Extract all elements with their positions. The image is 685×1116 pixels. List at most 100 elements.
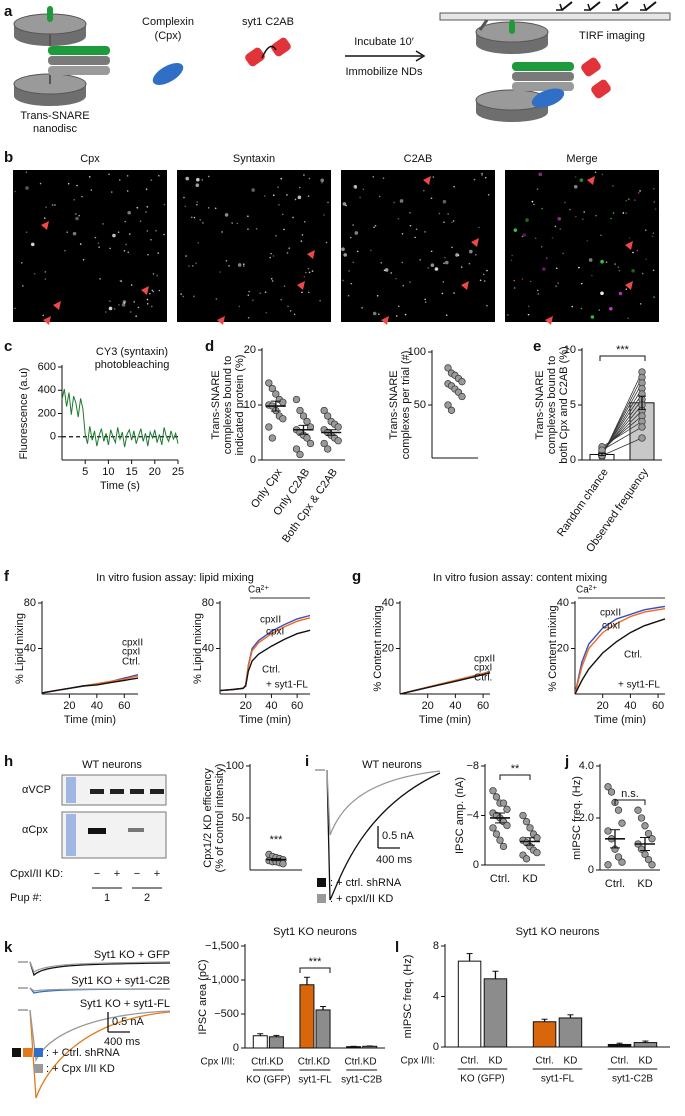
image-title: C2AB xyxy=(404,153,433,165)
group-label: syt1-FL xyxy=(298,1075,332,1086)
group-label: syt1-C2B xyxy=(612,1074,653,1085)
micrograph-spot xyxy=(127,251,130,254)
micrograph-spot xyxy=(654,208,657,210)
chart-title: Syt1 KO neurons xyxy=(273,926,357,938)
micrograph-spot xyxy=(453,292,455,294)
micrograph-spot xyxy=(573,185,578,189)
data-point xyxy=(641,822,649,830)
x-tick-label: 20 xyxy=(149,466,161,478)
series-label: cpxI xyxy=(122,647,140,658)
micrograph-spot xyxy=(482,273,485,276)
micrograph-spot xyxy=(594,171,597,174)
data-point xyxy=(503,805,511,813)
x-tick-label: 20 xyxy=(597,700,609,712)
micrograph-spot xyxy=(193,295,195,298)
micrograph-spot xyxy=(14,190,16,193)
data-point xyxy=(334,437,342,445)
y-tick-label: 100 xyxy=(226,760,244,772)
micrograph-spot xyxy=(308,177,311,180)
traces-k xyxy=(12,961,171,1099)
marker-arrow xyxy=(217,316,225,325)
micrograph-spot xyxy=(130,284,133,286)
x-tick-label: 40 xyxy=(449,700,461,712)
micrograph-spot xyxy=(536,188,539,190)
micrograph-spot xyxy=(419,259,421,261)
panel-letter: e xyxy=(533,338,541,355)
micrograph-spot xyxy=(352,224,354,226)
micrograph-spot xyxy=(301,291,303,294)
micrograph-spot xyxy=(632,251,634,254)
micrograph-spot xyxy=(533,203,535,206)
panel-letter: i xyxy=(305,753,309,770)
scale-label: 0.5 nA xyxy=(382,830,414,842)
micrograph-spot xyxy=(79,243,82,245)
micrograph-spot xyxy=(182,295,185,298)
micrograph-spot xyxy=(575,215,577,218)
micrograph-spot xyxy=(537,293,540,295)
micrograph-spot xyxy=(442,281,445,283)
micrograph-spot xyxy=(579,178,584,183)
micrograph-spot xyxy=(243,265,245,267)
trace-title: WT neurons xyxy=(362,759,422,771)
bar xyxy=(346,1046,362,1049)
marker-arrow xyxy=(625,241,633,250)
micrograph-spot xyxy=(513,279,515,282)
y-tick-label: 40 xyxy=(382,597,394,609)
y-tick-label: 100 xyxy=(408,346,426,358)
chart-title: Syt1 KO neurons xyxy=(516,926,600,938)
data-point xyxy=(492,793,501,801)
micrograph-spot xyxy=(444,256,446,259)
micrograph-spot xyxy=(341,247,345,252)
micrograph-spot xyxy=(193,216,196,219)
micrograph-spot xyxy=(432,176,435,178)
micrograph-spot xyxy=(625,199,627,202)
micrograph-spot xyxy=(118,179,121,181)
diagram-label: nanodisc xyxy=(33,123,78,135)
diagram-label: Immobilize NDs xyxy=(345,66,423,78)
micrograph-spot xyxy=(483,280,486,282)
x-tick-label: 10 xyxy=(102,466,114,478)
micrograph-spot xyxy=(39,182,42,185)
micrograph-spot xyxy=(190,216,193,219)
micrograph-spot xyxy=(289,310,292,312)
annotation: Ca²⁺ xyxy=(576,585,597,596)
y-axis-label: mIPSC freq. (Hz) xyxy=(571,776,583,860)
data-point xyxy=(526,824,534,832)
significance-bracket xyxy=(599,355,646,361)
micrograph-spot xyxy=(163,233,165,236)
micrograph-spot xyxy=(196,203,198,206)
y-tick-label: 200 xyxy=(38,407,56,419)
micrograph-spot xyxy=(269,256,271,259)
micrograph-spot xyxy=(277,186,279,188)
micrograph-spot xyxy=(72,231,77,236)
micrograph-spot xyxy=(283,285,286,288)
micrograph-spot xyxy=(350,236,352,239)
y-tick-label: −4 xyxy=(466,809,479,821)
micrograph-spot xyxy=(569,208,571,211)
y-axis-label: Trans-SNARE xyxy=(210,370,222,439)
micrograph-spot xyxy=(562,252,564,255)
micrograph-spot xyxy=(545,257,548,259)
micrograph-spot xyxy=(146,230,149,232)
data-point xyxy=(604,861,612,869)
micrograph-spot xyxy=(362,188,365,191)
micrograph-spot xyxy=(294,198,297,201)
x-tick-label: 20 xyxy=(240,700,252,712)
micrograph-spot xyxy=(460,266,463,268)
micrograph-spot xyxy=(600,234,602,237)
blot-pup: 2 xyxy=(144,892,150,904)
data-point xyxy=(296,406,304,415)
series-label: Ctrl. xyxy=(262,665,280,676)
data-point xyxy=(292,445,301,453)
x-tick-label: Ctrl. xyxy=(298,1057,316,1068)
micrograph-spot xyxy=(152,290,155,293)
pair-line xyxy=(601,410,643,452)
row-label: Cpx I/II: xyxy=(401,1056,435,1067)
micrograph-spot xyxy=(424,298,426,301)
micrograph-spot xyxy=(54,204,56,206)
blot-kd-label: CpxI/II KD: xyxy=(10,868,63,880)
bar xyxy=(362,1045,378,1049)
micrograph-spot xyxy=(146,298,149,301)
panel-letter: d xyxy=(205,338,214,355)
